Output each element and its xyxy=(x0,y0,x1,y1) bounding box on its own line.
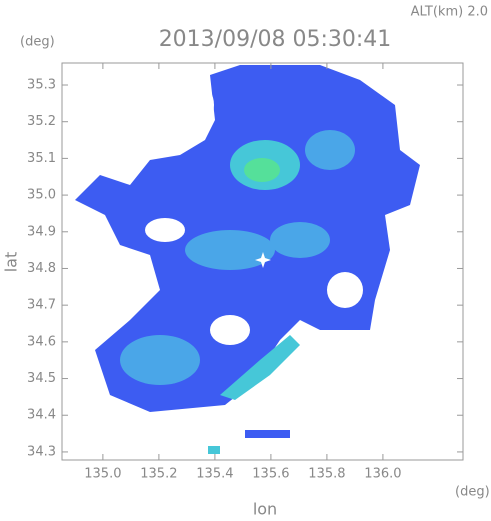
x-tick-label: 135.0 xyxy=(84,467,121,482)
y-tick-label: 34.7 xyxy=(27,298,56,313)
x-unit: (deg) xyxy=(455,485,490,500)
chart-title: 2013/09/08 05:30:41 xyxy=(159,27,392,52)
x-tick-label: 135.2 xyxy=(140,467,177,482)
radar-echo xyxy=(75,65,420,454)
plot-frame xyxy=(61,62,464,461)
y-tick-label: 34.5 xyxy=(27,371,56,386)
y-tick-label: 34.6 xyxy=(27,334,56,349)
y-tick-label: 34.8 xyxy=(27,261,56,276)
y-tick-label: 34.3 xyxy=(27,444,56,459)
y-tick-label: 35.3 xyxy=(27,78,56,93)
y-tick-label: 34.9 xyxy=(27,224,56,239)
x-tick-label: 135.4 xyxy=(196,467,233,482)
x-tick-label: 135.8 xyxy=(308,467,345,482)
y-unit: (deg) xyxy=(20,35,55,50)
y-tick-label: 34.4 xyxy=(27,408,56,423)
y-tick-label: 35.1 xyxy=(27,151,56,166)
y-tick-label: 35.2 xyxy=(27,114,56,129)
altitude-annotation: ALT(km) 2.0 xyxy=(411,5,488,20)
y-tick-label: 35.0 xyxy=(27,188,56,203)
x-tick-label: 135.6 xyxy=(252,467,289,482)
x-axis-label: lon xyxy=(253,500,277,519)
y-axis-label: lat xyxy=(2,252,21,273)
x-tick-label: 136.0 xyxy=(364,467,401,482)
